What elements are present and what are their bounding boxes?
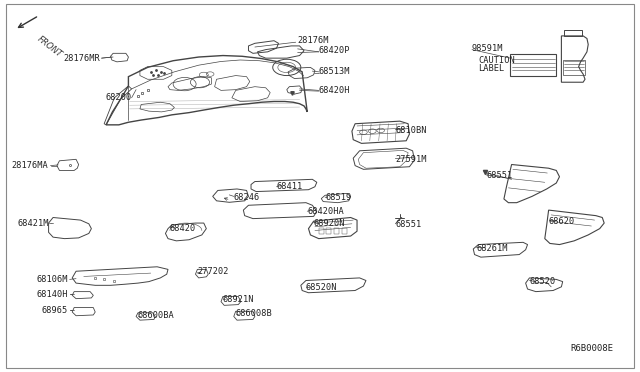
Text: 68411: 68411 xyxy=(276,182,303,191)
Text: 68920N: 68920N xyxy=(314,219,345,228)
Text: CAUTION: CAUTION xyxy=(478,56,515,65)
Text: 68420H: 68420H xyxy=(319,86,350,95)
Bar xyxy=(510,54,556,76)
Bar xyxy=(334,228,339,234)
Text: 98591M: 98591M xyxy=(472,44,504,53)
Text: 68551: 68551 xyxy=(486,171,512,180)
Text: 28176MA: 28176MA xyxy=(12,161,49,170)
Text: 68420HA: 68420HA xyxy=(307,207,344,216)
Text: 68921N: 68921N xyxy=(223,295,255,304)
Text: 68520: 68520 xyxy=(529,277,556,286)
Text: 277202: 277202 xyxy=(197,267,229,276)
Text: 68246: 68246 xyxy=(234,193,260,202)
Text: 68420: 68420 xyxy=(170,224,196,233)
Text: 27591M: 27591M xyxy=(396,155,427,164)
Text: 28176MR: 28176MR xyxy=(63,54,100,62)
Text: 68519: 68519 xyxy=(325,193,351,202)
Text: 68620: 68620 xyxy=(548,217,575,226)
Bar xyxy=(319,228,324,234)
Text: 68513M: 68513M xyxy=(319,67,350,76)
Text: LABEL: LABEL xyxy=(478,64,504,73)
Bar xyxy=(564,31,582,36)
Bar xyxy=(563,60,585,75)
Text: 68420P: 68420P xyxy=(319,46,350,55)
Text: 68421M: 68421M xyxy=(17,219,49,228)
Text: 68261M: 68261M xyxy=(476,244,508,253)
Bar xyxy=(326,228,332,234)
Text: 68140H: 68140H xyxy=(36,290,68,299)
Text: 686008B: 686008B xyxy=(236,310,273,318)
Text: 68520N: 68520N xyxy=(306,283,337,292)
Text: 68200: 68200 xyxy=(106,93,132,102)
Text: FRONT: FRONT xyxy=(36,34,64,59)
Text: 68551: 68551 xyxy=(396,221,422,230)
Text: 68106M: 68106M xyxy=(36,275,68,284)
Text: 68965: 68965 xyxy=(42,306,68,315)
Text: R6B0008E: R6B0008E xyxy=(571,344,614,353)
Text: 68600BA: 68600BA xyxy=(138,311,175,320)
Text: 28176M: 28176M xyxy=(298,36,329,45)
Text: 6810BN: 6810BN xyxy=(396,126,427,135)
Bar xyxy=(342,228,347,234)
